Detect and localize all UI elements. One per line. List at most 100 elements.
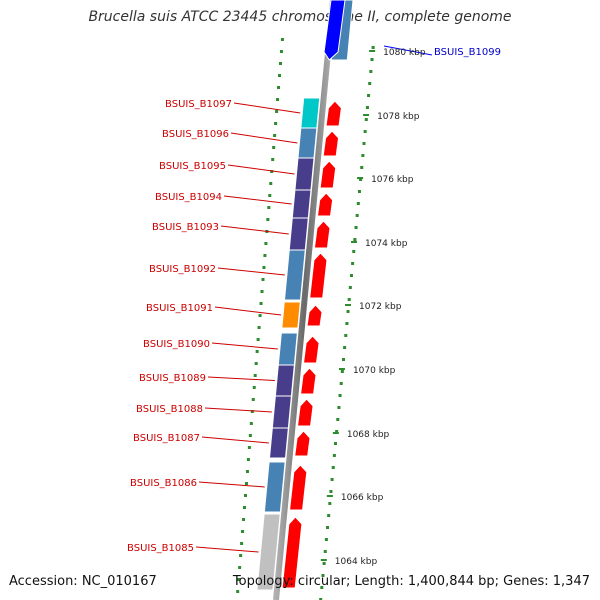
inner-ring-dot — [242, 518, 246, 521]
outer-ring-dot — [352, 250, 356, 253]
inner-ring-dot — [238, 566, 242, 569]
scale-label: 1070 kbp — [353, 366, 396, 376]
gene-block[interactable] — [268, 427, 289, 459]
gene-label[interactable]: BSUIS_B1088 — [136, 404, 203, 415]
scale-label: 1078 kbp — [377, 112, 420, 122]
gene-label[interactable]: BSUIS_B1089 — [139, 373, 206, 384]
gene-label[interactable]: BSUIS_B1091 — [146, 303, 213, 314]
inner-ring-dot — [270, 170, 274, 173]
gene-arrow[interactable] — [316, 192, 334, 217]
inner-ring-dot — [241, 530, 245, 533]
gene-label[interactable]: BSUIS_B1087 — [133, 433, 200, 444]
inner-ring-dot — [277, 86, 281, 89]
gene-label[interactable]: BSUIS_B1095 — [159, 161, 226, 172]
inner-ring-dot — [259, 302, 263, 305]
inner-ring-dot — [237, 578, 241, 581]
outer-ring-dot — [344, 334, 348, 337]
gene-label[interactable]: BSUIS_B1090 — [143, 339, 210, 350]
outer-ring-dot — [348, 286, 352, 289]
outer-ring-dot — [353, 238, 357, 241]
inner-ring-dot — [280, 38, 284, 41]
gene-leader-line — [211, 342, 278, 350]
highlighted-leader-line — [383, 45, 433, 56]
gene-block[interactable] — [271, 395, 292, 429]
gene-block[interactable] — [274, 364, 295, 397]
inner-ring-dot — [267, 206, 271, 209]
highlighted-gene-label[interactable]: BSUIS_B1099 — [434, 47, 501, 58]
outer-ring-dot — [359, 178, 363, 181]
scale-label: 1076 kbp — [371, 175, 414, 185]
scale-label: 1072 kbp — [359, 302, 402, 312]
outer-ring-dot — [354, 226, 358, 229]
gene-arrow[interactable] — [281, 516, 303, 589]
gene-block[interactable] — [297, 127, 318, 159]
gene-label[interactable]: BSUIS_B1085 — [127, 543, 194, 554]
outer-ring-dot — [361, 154, 365, 157]
outer-ring-dot — [345, 322, 349, 325]
gene-label[interactable]: BSUIS_B1092 — [149, 264, 216, 275]
gene-arrow[interactable] — [294, 430, 311, 457]
inner-ring-dot — [272, 146, 276, 149]
gene-block[interactable] — [300, 97, 321, 129]
gene-leader-line — [217, 267, 285, 276]
gene-arrow[interactable] — [302, 335, 320, 364]
gene-block[interactable] — [281, 301, 301, 329]
highlighted-gene-arrow[interactable] — [323, 0, 346, 61]
inner-ring-dot — [255, 350, 259, 353]
outer-ring-dot — [338, 394, 342, 397]
outer-ring-dot — [327, 514, 331, 517]
gene-block[interactable] — [256, 513, 281, 591]
inner-ring-dot — [253, 374, 257, 377]
gene-label[interactable]: BSUIS_B1097 — [165, 99, 232, 110]
gene-leader-line — [214, 306, 282, 316]
gene-block[interactable] — [291, 189, 312, 219]
gene-leader-line — [223, 195, 292, 205]
gene-label[interactable]: BSUIS_B1096 — [162, 129, 229, 140]
outer-ring-dot — [320, 586, 324, 589]
gene-arrow[interactable] — [309, 252, 328, 299]
inner-ring-dot — [249, 422, 253, 425]
gene-label[interactable]: BSUIS_B1086 — [130, 478, 197, 489]
outer-ring-dot — [368, 82, 372, 85]
outer-ring-dot — [351, 262, 355, 265]
inner-ring-dot — [279, 50, 283, 53]
inner-ring-dot — [275, 110, 279, 113]
gene-arrow[interactable] — [313, 220, 331, 249]
outer-ring-dot — [324, 538, 328, 541]
inner-ring-dot — [271, 158, 275, 161]
accession-label: Accession: NC_010167 — [9, 574, 157, 589]
gene-block[interactable] — [294, 157, 315, 191]
outer-ring-dot — [367, 94, 371, 97]
gene-arrow[interactable] — [325, 100, 342, 127]
gene-arrow[interactable] — [288, 464, 308, 511]
inner-ring-dot — [260, 290, 264, 293]
outer-ring-dot — [362, 142, 366, 145]
gene-leader-line — [230, 132, 298, 144]
outer-ring-dot — [319, 598, 323, 600]
outer-ring-dot — [326, 526, 330, 529]
gene-arrow[interactable] — [306, 304, 323, 327]
outer-ring-dot — [321, 574, 325, 577]
outer-ring-dot — [339, 382, 343, 385]
inner-ring-dot — [273, 134, 277, 137]
gene-block[interactable] — [277, 332, 298, 366]
gene-arrow[interactable] — [296, 398, 314, 427]
outer-ring-dot — [340, 370, 344, 373]
gene-arrow[interactable] — [319, 160, 337, 189]
outer-ring-dot — [364, 118, 368, 121]
scale-label: 1074 kbp — [365, 239, 408, 249]
gene-leader-line — [204, 407, 272, 413]
gene-arrow[interactable] — [300, 367, 317, 395]
gene-arrow[interactable] — [322, 130, 340, 157]
gene-block[interactable] — [263, 461, 286, 513]
inner-ring-dot — [248, 434, 252, 437]
inner-ring-dot — [245, 470, 249, 473]
inner-ring-dot — [258, 314, 262, 317]
gene-label[interactable]: BSUIS_B1094 — [155, 192, 222, 203]
gene-leader-line — [220, 225, 289, 235]
gene-label[interactable]: BSUIS_B1093 — [152, 222, 219, 233]
outer-ring-dot — [341, 358, 345, 361]
gene-block[interactable] — [283, 249, 306, 301]
outer-ring-dot — [336, 418, 340, 421]
gene-block[interactable] — [288, 217, 309, 251]
